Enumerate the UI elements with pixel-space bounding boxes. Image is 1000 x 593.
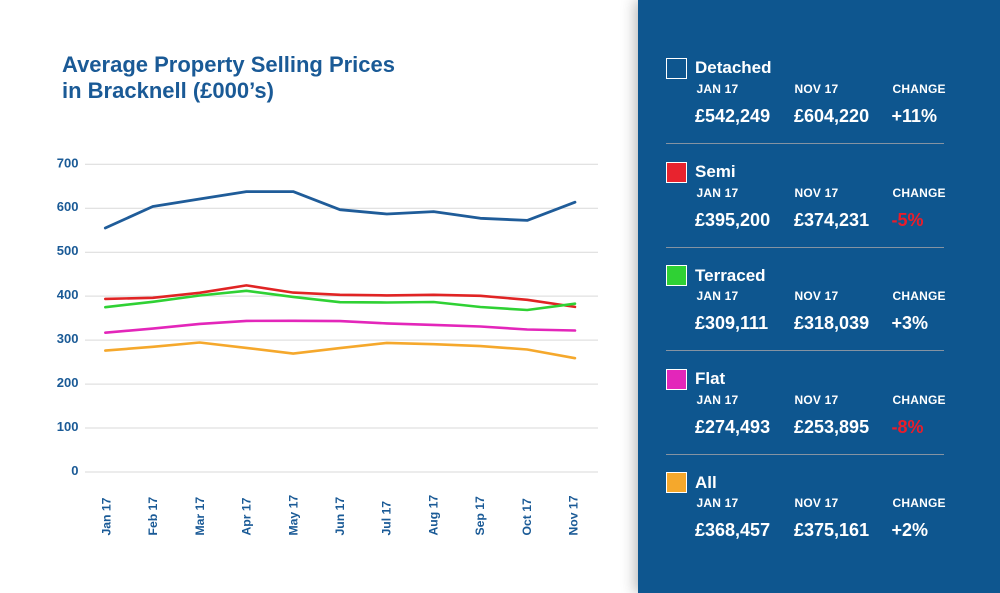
svg-text:200: 200 <box>57 375 79 390</box>
svg-text:Jan 17: Jan 17 <box>100 497 114 535</box>
svg-text:May 17: May 17 <box>286 495 300 536</box>
svg-text:0: 0 <box>71 463 78 478</box>
svg-text:700: 700 <box>57 155 79 170</box>
svg-text:400: 400 <box>57 287 79 302</box>
svg-text:Sep 17: Sep 17 <box>473 496 487 536</box>
svg-text:100: 100 <box>57 419 79 434</box>
svg-text:600: 600 <box>57 199 79 214</box>
svg-text:Mar 17: Mar 17 <box>193 497 207 536</box>
svg-text:Jun 17: Jun 17 <box>333 497 347 536</box>
svg-text:Nov 17: Nov 17 <box>567 495 581 535</box>
svg-text:Jul 17: Jul 17 <box>380 501 394 536</box>
svg-text:500: 500 <box>57 243 79 258</box>
svg-text:Oct 17: Oct 17 <box>520 498 534 535</box>
svg-text:300: 300 <box>57 331 79 346</box>
svg-text:Feb 17: Feb 17 <box>146 497 160 536</box>
svg-text:Aug 17: Aug 17 <box>426 495 440 536</box>
svg-text:Apr 17: Apr 17 <box>240 497 254 535</box>
